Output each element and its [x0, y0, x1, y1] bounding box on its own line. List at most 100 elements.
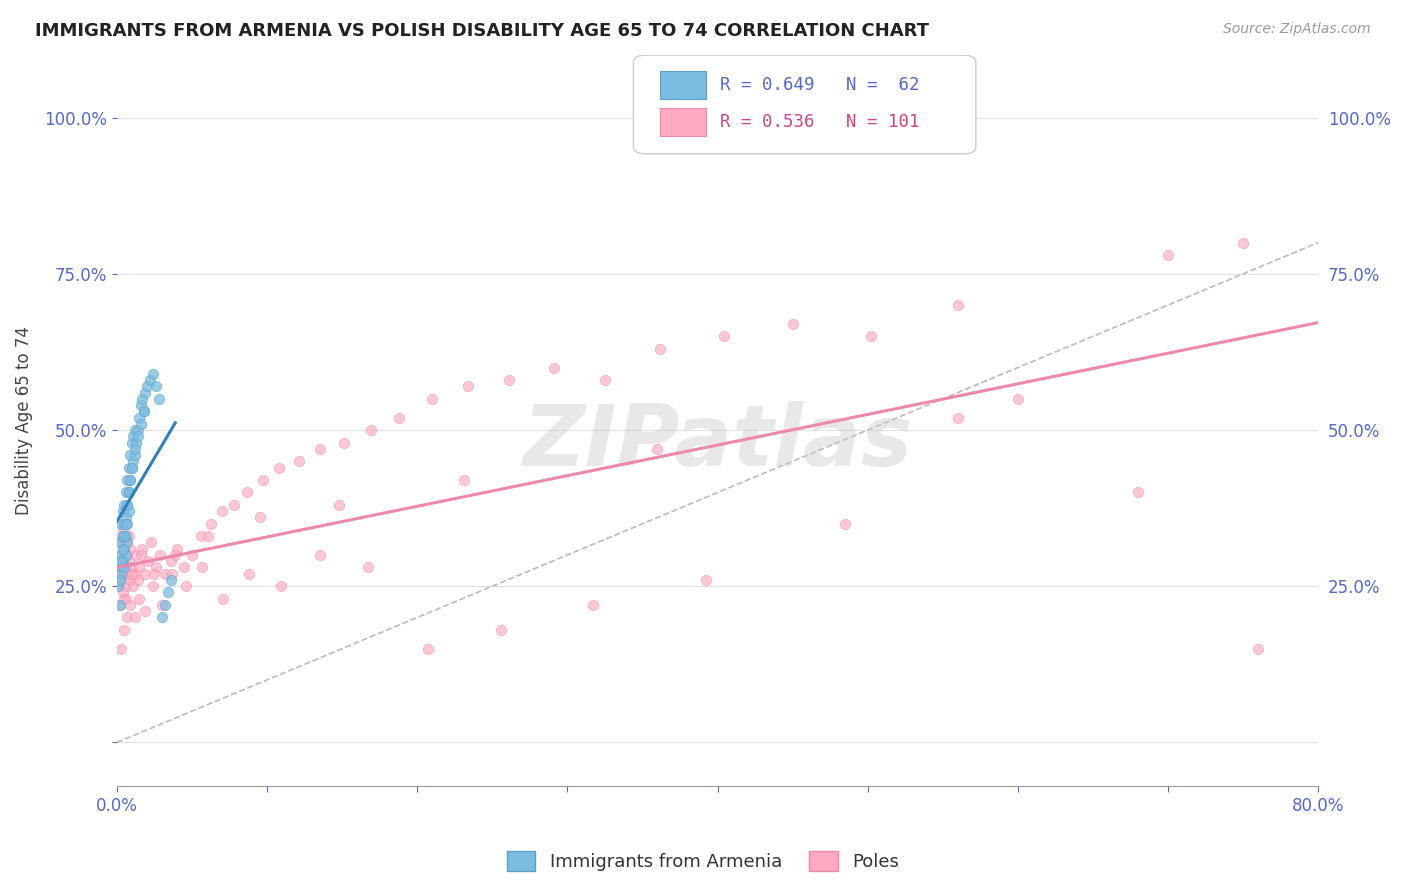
Point [129, 548, 152, 562]
Point [111, 554, 134, 568]
Point [128, 410, 150, 425]
Point [122, 429, 145, 443]
Point [112, 623, 135, 637]
Point [115, 579, 138, 593]
Point [115, 485, 138, 500]
Point [156, 585, 179, 599]
Point [112, 498, 135, 512]
Point [118, 485, 141, 500]
Point [191, 560, 214, 574]
Point [491, 623, 513, 637]
Point [1157, 248, 1180, 262]
Point [328, 498, 350, 512]
Point [650, 342, 672, 356]
Point [139, 373, 162, 387]
Point [111, 554, 134, 568]
Point [118, 529, 141, 543]
Point [110, 566, 132, 581]
Bar [659, 71, 706, 99]
Point [118, 554, 141, 568]
Point [117, 535, 139, 549]
Point [117, 498, 139, 512]
Point [110, 641, 132, 656]
Point [859, 329, 882, 343]
Point [112, 529, 135, 543]
Point [141, 535, 163, 549]
Point [360, 423, 382, 437]
Point [112, 591, 135, 606]
Point [142, 367, 165, 381]
Point [173, 560, 195, 574]
Point [129, 417, 152, 431]
Point [946, 410, 969, 425]
Point [115, 560, 138, 574]
Point [582, 598, 605, 612]
Point [236, 485, 259, 500]
Point [111, 541, 134, 556]
Point [121, 566, 143, 581]
Point [127, 573, 149, 587]
Point [124, 448, 146, 462]
Point [107, 579, 129, 593]
Point [108, 598, 131, 612]
Point [115, 516, 138, 531]
Point [162, 566, 184, 581]
Point [115, 548, 138, 562]
Point [287, 454, 309, 468]
Point [267, 460, 290, 475]
Point [111, 523, 134, 537]
Point [211, 504, 233, 518]
Point [150, 598, 173, 612]
Point [252, 473, 274, 487]
Point [118, 460, 141, 475]
Point [153, 566, 176, 581]
Point [135, 379, 157, 393]
Text: R = 0.649   N =  62: R = 0.649 N = 62 [720, 76, 920, 95]
Point [112, 566, 135, 581]
Point [117, 473, 139, 487]
Point [1232, 235, 1254, 250]
Point [122, 454, 145, 468]
Point [117, 548, 139, 562]
Point [121, 460, 143, 475]
Point [110, 529, 132, 543]
Point [420, 392, 443, 406]
Point [121, 560, 143, 574]
Point [356, 560, 378, 574]
Point [124, 610, 146, 624]
Point [110, 548, 132, 562]
Point [108, 598, 131, 612]
Point [111, 585, 134, 599]
Point [122, 579, 145, 593]
Point [197, 529, 219, 543]
Point [332, 435, 354, 450]
Point [125, 435, 148, 450]
Point [222, 498, 245, 512]
Point [121, 435, 143, 450]
Point [150, 610, 173, 624]
Point [110, 516, 132, 531]
Point [110, 560, 132, 574]
Point [120, 473, 142, 487]
Point [117, 498, 139, 512]
Point [131, 541, 153, 556]
Point [107, 548, 129, 562]
Point [107, 579, 129, 593]
Point [1247, 641, 1270, 656]
Text: Source: ZipAtlas.com: Source: ZipAtlas.com [1223, 22, 1371, 37]
Point [143, 566, 166, 581]
Point [134, 385, 156, 400]
FancyBboxPatch shape [634, 55, 976, 153]
Point [145, 560, 167, 574]
Point [124, 442, 146, 456]
Point [148, 392, 170, 406]
Point [1007, 392, 1029, 406]
Point [647, 442, 669, 456]
Point [108, 560, 131, 574]
Point [166, 541, 188, 556]
Point [174, 579, 197, 593]
Point [129, 398, 152, 412]
Point [1126, 485, 1149, 500]
Point [181, 548, 204, 562]
Point [115, 535, 138, 549]
